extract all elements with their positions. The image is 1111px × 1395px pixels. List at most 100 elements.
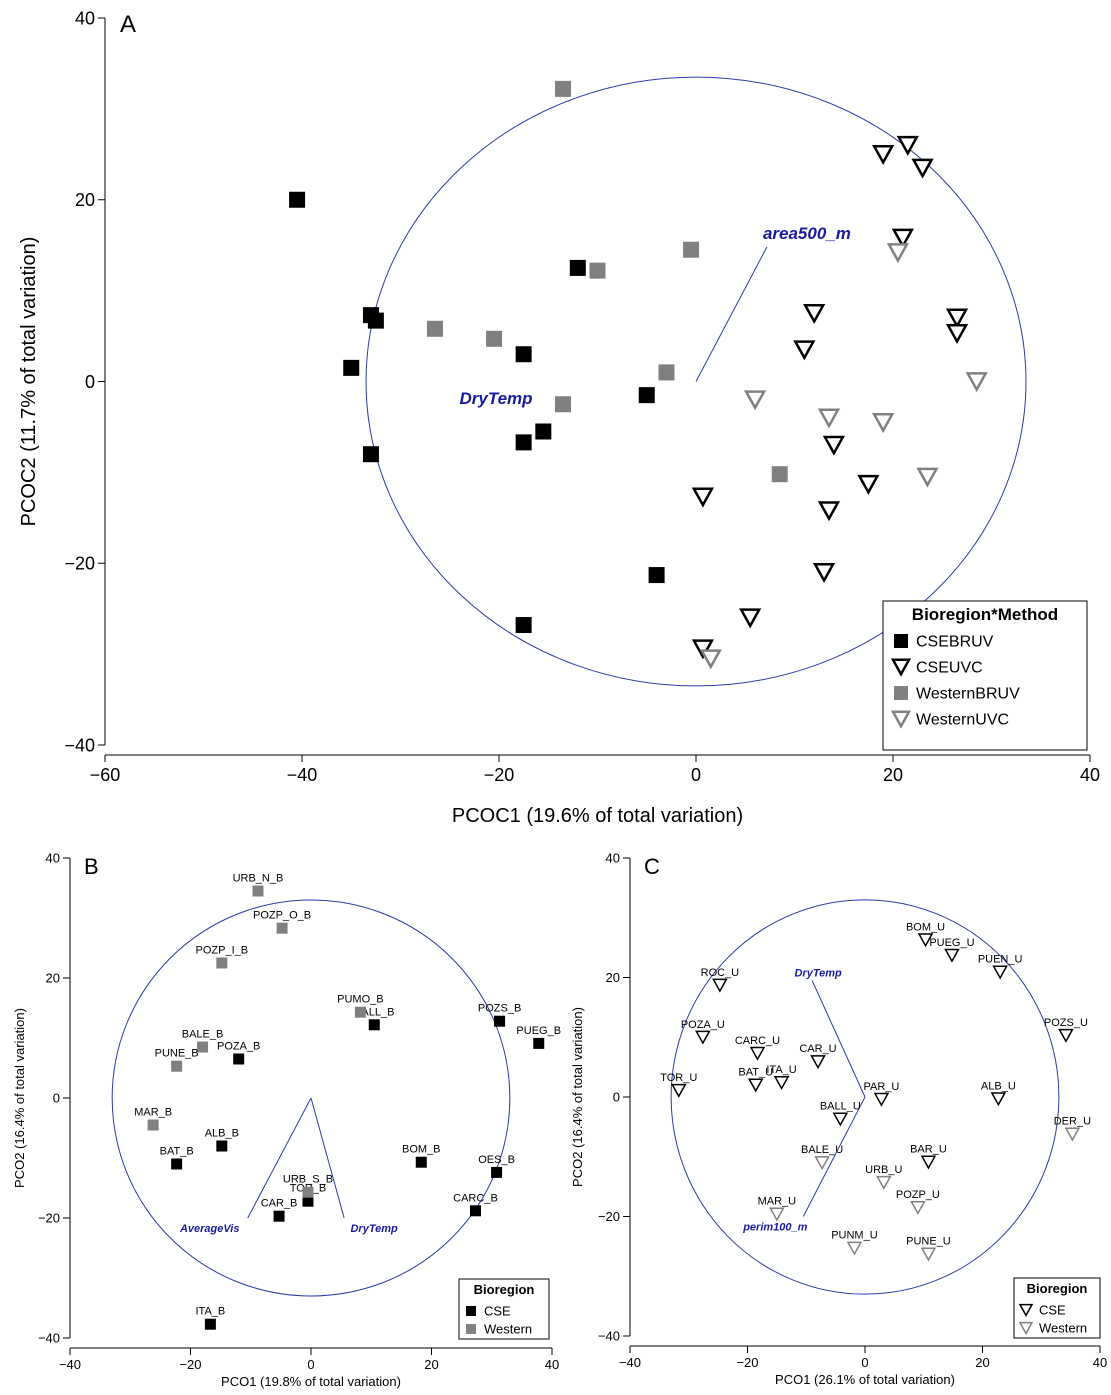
data-point <box>469 1205 481 1217</box>
correlation-circle <box>670 899 1060 1295</box>
y-axis-label: PCO2 (16.4% of total variation) <box>570 1007 585 1187</box>
legend-label: CSEBRUV <box>916 634 994 651</box>
data-point <box>491 1166 503 1178</box>
data-point <box>691 639 715 660</box>
data-point <box>911 158 934 179</box>
point-label: CARC_U <box>735 1035 780 1047</box>
x-axis-label: PCOC1 (19.6% of total variation) <box>452 805 743 827</box>
data-point <box>515 617 532 634</box>
data-point <box>876 1175 892 1190</box>
data-point <box>992 965 1008 980</box>
data-point <box>569 259 586 276</box>
x-tick-label: −20 <box>179 1357 201 1372</box>
point-label: MAR_B <box>134 1107 172 1119</box>
y-tick-label: −40 <box>64 735 95 755</box>
data-point <box>739 608 762 629</box>
x-tick-label: 40 <box>1093 1355 1107 1370</box>
data-point <box>638 387 655 404</box>
point-label: PUEN_U <box>978 954 1023 966</box>
series-cse: BOM_U PUEG_U PUEN_U ROC_U POZA_U POZS_U CARC_U… <box>660 921 1088 1170</box>
legend: Bioregion CSE Western <box>458 1278 550 1340</box>
point-label: BAR_U <box>910 1144 947 1156</box>
vector-label: area500_m <box>763 224 851 243</box>
point-label: OES_B <box>478 1154 515 1166</box>
x-tick-label: 0 <box>307 1357 314 1372</box>
data-point <box>749 1046 766 1061</box>
data-point <box>1064 1127 1081 1142</box>
data-point <box>910 1200 926 1215</box>
point-label: CARC_B <box>453 1192 498 1204</box>
legend-label: Western <box>484 1322 532 1337</box>
y-tick-label: −20 <box>38 1211 60 1226</box>
y-tick-label: 20 <box>46 971 60 986</box>
data-point <box>817 501 841 522</box>
y-tick-label: −40 <box>598 1329 620 1344</box>
correlation-circle <box>111 899 511 1297</box>
data-point <box>147 1119 159 1131</box>
data-point <box>1058 1028 1074 1043</box>
x-tick-label: −40 <box>59 1357 81 1372</box>
legend-title: Bioregion <box>474 1282 535 1297</box>
data-point <box>494 1015 506 1027</box>
y-tick-label: −20 <box>598 1209 620 1224</box>
point-label: POZA_B <box>217 1041 260 1053</box>
data-point <box>891 228 914 249</box>
data-point <box>846 1241 863 1256</box>
legend-marker <box>894 686 908 700</box>
y-tick-label: 40 <box>75 8 95 28</box>
data-point <box>803 303 826 325</box>
point-label: POZP_I_B <box>196 945 249 957</box>
data-point <box>354 1006 366 1018</box>
data-point <box>695 1030 711 1045</box>
legend-marker <box>466 1306 476 1316</box>
panel-letter: A <box>120 11 136 38</box>
data-point <box>920 1155 937 1170</box>
vector-line <box>811 980 866 1098</box>
data-point <box>343 359 360 376</box>
point-label: URB_S_B <box>283 1174 333 1186</box>
legend-label: CSE <box>484 1304 511 1319</box>
data-point <box>171 1158 183 1170</box>
panel-letter: B <box>84 854 99 879</box>
data-point <box>555 80 572 97</box>
data-point <box>822 435 846 456</box>
y-tick-label: 20 <box>75 190 95 210</box>
x-tick-label: −20 <box>736 1355 758 1370</box>
y-tick-label: −40 <box>38 1331 60 1346</box>
y-tick-label: 0 <box>613 1090 620 1105</box>
x-axis-label: PCO1 (26.1% of total variation) <box>775 1372 955 1387</box>
vector-label: DryTemp <box>794 967 842 979</box>
data-point <box>171 1060 183 1072</box>
data-point <box>712 978 728 993</box>
point-label: BOM_B <box>402 1144 441 1156</box>
vector-line <box>247 1097 312 1219</box>
data-point <box>773 1076 790 1091</box>
point-label: POZA_U <box>681 1019 725 1031</box>
x-tick-label: 20 <box>975 1355 989 1370</box>
data-point <box>683 241 700 258</box>
data-point <box>814 1156 830 1171</box>
point-label: URB_N_B <box>233 873 284 885</box>
point-label: URB_U <box>865 1164 902 1176</box>
point-label: PAR_U <box>864 1081 900 1093</box>
point-label: PUMO_B <box>337 994 383 1006</box>
data-point <box>771 466 788 483</box>
x-tick-label: −60 <box>90 765 121 785</box>
data-point <box>515 346 532 363</box>
point-label: ITA_U <box>766 1064 796 1076</box>
x-tick-label: −40 <box>287 765 318 785</box>
data-point <box>252 885 264 897</box>
panel-a: A −40 −20 0 20 40 −60 −40 −20 0 20 40 PCOC1 (19.6% o… <box>18 8 1100 827</box>
point-label: ALB_U <box>981 1080 1016 1092</box>
point-label: TOR_U <box>660 1072 697 1084</box>
x-tick-label: 40 <box>545 1357 559 1372</box>
data-point <box>670 1083 687 1098</box>
legend-label: CSEUVC <box>916 660 983 677</box>
data-point <box>857 474 880 495</box>
point-label: POZP_U <box>896 1189 940 1201</box>
point-label: PUNM_U <box>831 1230 878 1242</box>
point-label: BAT_B <box>160 1146 194 1158</box>
data-point <box>648 567 665 584</box>
data-point <box>486 330 503 347</box>
